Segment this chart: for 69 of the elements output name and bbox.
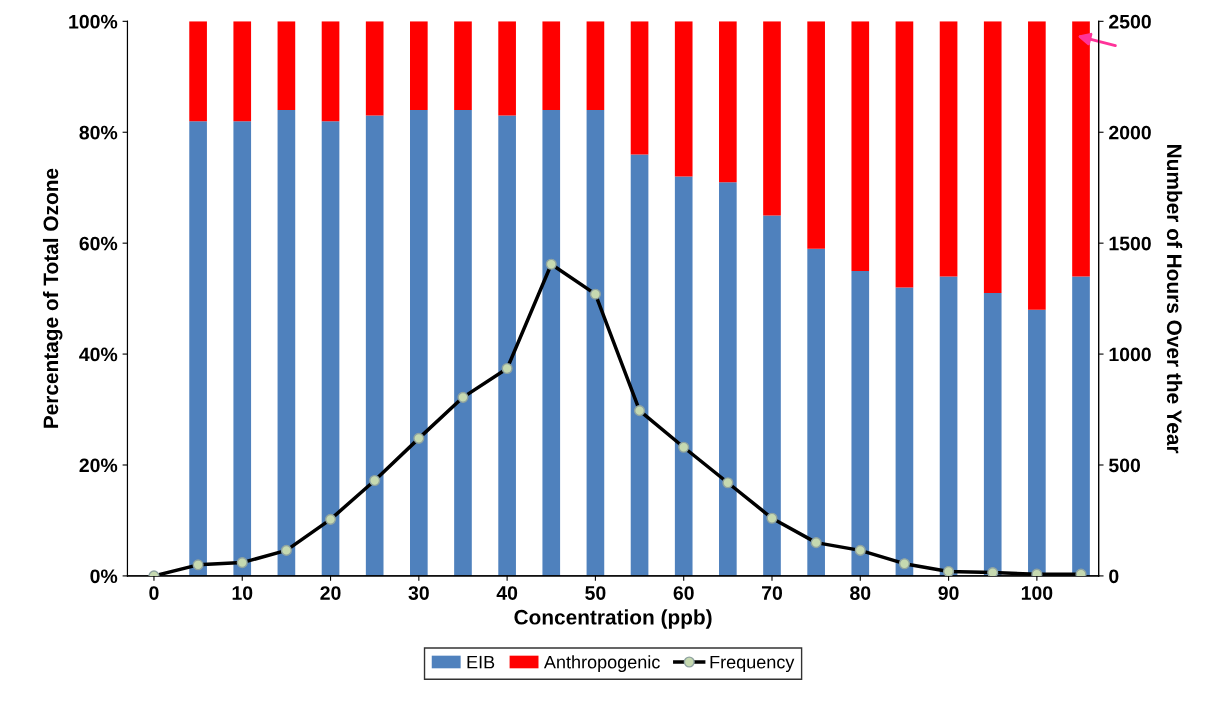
bar — [807, 248, 825, 576]
y-tick-label: 20% — [79, 458, 118, 473]
legend-label: Anthropogenic — [543, 655, 660, 673]
x-axis-title: Concentration (ppb) — [514, 609, 712, 629]
x-tick-label: 70 — [762, 586, 783, 600]
x-tick-label: 80 — [850, 586, 871, 600]
bar — [851, 270, 870, 576]
bar — [630, 154, 649, 576]
bar — [189, 121, 207, 576]
x-tick-label: 10 — [232, 586, 253, 600]
bar — [410, 110, 428, 576]
bar — [498, 115, 516, 576]
bar — [851, 21, 870, 271]
y-tick-label: 0% — [90, 569, 118, 584]
bar — [1028, 21, 1046, 310]
y2-axis-title: Number of Hours Over the Year — [1166, 145, 1183, 454]
bar — [365, 115, 384, 576]
legend-label: EIB — [467, 655, 495, 669]
x-tick-label: 90 — [938, 586, 959, 600]
bar — [763, 215, 781, 576]
x-tick-label: 100 — [1021, 586, 1053, 600]
x-tick-label: 40 — [496, 586, 518, 600]
bar — [454, 21, 472, 111]
bar — [498, 21, 516, 116]
bar — [630, 21, 649, 155]
bar — [763, 21, 781, 216]
y2-tick-label: 2500 — [1109, 14, 1151, 29]
bar — [983, 21, 1002, 294]
x-tick-label: 60 — [673, 586, 694, 600]
bar — [454, 110, 472, 576]
bar — [410, 21, 428, 111]
bar — [674, 21, 693, 177]
x-tick-label: 30 — [408, 586, 429, 600]
bar — [277, 21, 296, 111]
bar — [674, 176, 693, 576]
y-tick-label: 60% — [79, 236, 118, 251]
bar — [233, 121, 252, 576]
y2-tick-label: 0 — [1109, 569, 1119, 584]
y-tick-label: 80% — [79, 125, 118, 140]
y-tick-label: 100% — [69, 14, 118, 29]
bar — [321, 121, 340, 576]
bar — [586, 21, 605, 111]
bar — [542, 21, 561, 111]
bar — [542, 110, 561, 576]
bar — [1072, 276, 1090, 576]
y2-tick-label: 2000 — [1109, 125, 1151, 140]
bar — [586, 110, 605, 576]
bar — [189, 21, 207, 122]
bar — [321, 21, 340, 122]
bar — [895, 287, 914, 576]
x-tick-label: 20 — [320, 586, 341, 600]
bar — [939, 21, 958, 277]
bar — [983, 293, 1002, 576]
bar — [233, 21, 252, 122]
bar — [939, 276, 958, 576]
bar — [277, 110, 296, 576]
legend-label: Frequency — [710, 655, 795, 673]
x-tick-label: 50 — [585, 586, 606, 600]
bar — [719, 21, 737, 183]
bar — [895, 21, 914, 288]
x-tick-label: 0 — [149, 586, 159, 600]
y-axis-title: Percentage of Total Ozone — [42, 168, 63, 428]
y2-tick-label: 1500 — [1109, 236, 1151, 251]
bar — [365, 21, 384, 116]
y2-tick-label: 1000 — [1109, 347, 1151, 362]
bar — [719, 182, 737, 576]
y2-tick-label: 500 — [1108, 458, 1141, 473]
y-tick-label: 40% — [79, 347, 118, 362]
bar — [807, 21, 825, 249]
